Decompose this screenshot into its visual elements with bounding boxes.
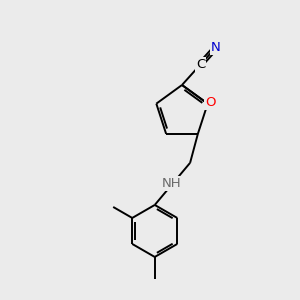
Text: N: N [211,41,220,54]
Text: NH: NH [161,177,181,190]
Text: O: O [206,96,216,109]
Text: C: C [196,58,206,71]
